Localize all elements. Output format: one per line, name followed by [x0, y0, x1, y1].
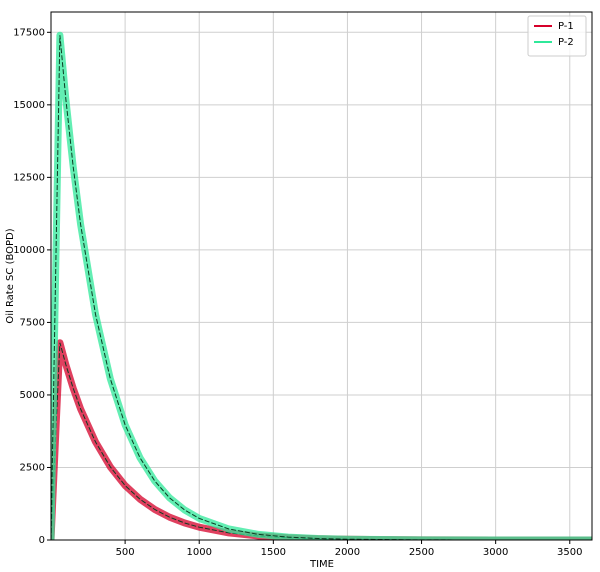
y-tick-label: 5000 [20, 390, 45, 401]
y-axis-label: Oil Rate SC (BOPD) [5, 228, 16, 323]
x-tick-label: 2000 [335, 547, 360, 558]
x-tick-label: 2500 [409, 547, 434, 558]
y-tick-label: 7500 [20, 317, 45, 328]
y-tick-label: 10000 [13, 245, 45, 256]
x-tick-label: 1000 [186, 547, 211, 558]
x-axis-label: TIME [309, 559, 334, 570]
y-tick-label: 12500 [13, 172, 45, 183]
y-tick-label: 2500 [20, 462, 45, 473]
x-tick-label: 3000 [483, 547, 508, 558]
series-band [51, 31, 592, 540]
legend-box [527, 15, 587, 57]
y-tick-label: 0 [39, 535, 45, 546]
legend-label: P-1 [558, 21, 574, 32]
series-line [51, 342, 592, 540]
legend-label: P-2 [558, 37, 574, 48]
x-tick-label: 500 [116, 547, 135, 558]
y-tick-label: 15000 [13, 100, 45, 111]
x-tick-label: 1500 [261, 547, 286, 558]
series-line [51, 35, 592, 540]
x-tick-label: 3500 [557, 547, 582, 558]
plot-frame [50, 11, 593, 541]
y-tick-label: 17500 [13, 27, 45, 38]
